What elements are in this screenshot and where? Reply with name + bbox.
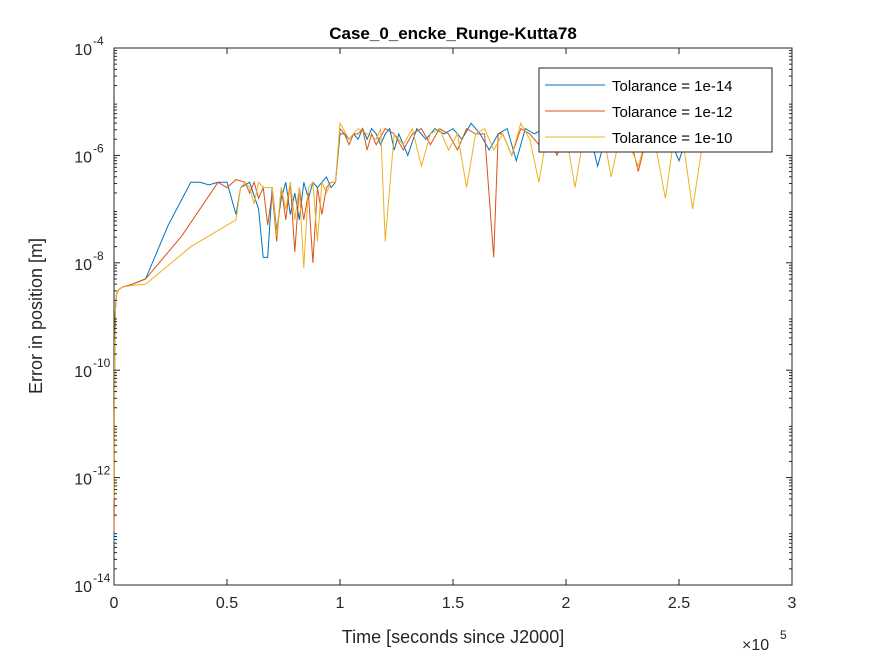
y-tick-label: 10 [74,579,92,596]
x-tick-label: 1 [336,595,345,612]
y-tick-exponent: -6 [93,141,104,155]
y-tick-exponent: -8 [93,249,104,263]
y-tick-exponent: -14 [93,571,111,585]
legend-label-1: Tolarance = 1e-14 [612,78,733,95]
x-tick-label: 0 [110,595,119,612]
x-tick-label: 1.5 [442,595,464,612]
x-tick-label: 2.5 [668,595,690,612]
chart-title: Case_0_encke_Runge-Kutta78 [329,24,577,43]
x-tick-label: 0.5 [216,595,238,612]
legend-label-3: Tolarance = 1e-10 [612,130,733,147]
x-axis-label: Time [seconds since J2000] [342,627,564,647]
y-tick-label: 10 [74,42,92,59]
y-tick-label: 10 [74,364,92,381]
legend: Tolarance = 1e-14 Tolarance = 1e-12 Tolara… [539,68,772,152]
x-axis-exponent-base: ×10 [742,637,769,654]
y-tick-exponent: -10 [93,356,111,370]
x-tick-label: 3 [788,595,797,612]
x-tick-label: 2 [562,595,571,612]
y-tick-label: 10 [74,257,92,274]
y-tick-label: 10 [74,149,92,166]
y-tick-exponent: -4 [93,34,104,48]
y-axis-label: Error in position [m] [26,238,46,394]
legend-label-2: Tolarance = 1e-12 [612,104,733,121]
y-tick-exponent: -12 [93,464,111,478]
x-axis-exponent-power: 5 [780,628,787,642]
y-tick-label: 10 [74,472,92,489]
